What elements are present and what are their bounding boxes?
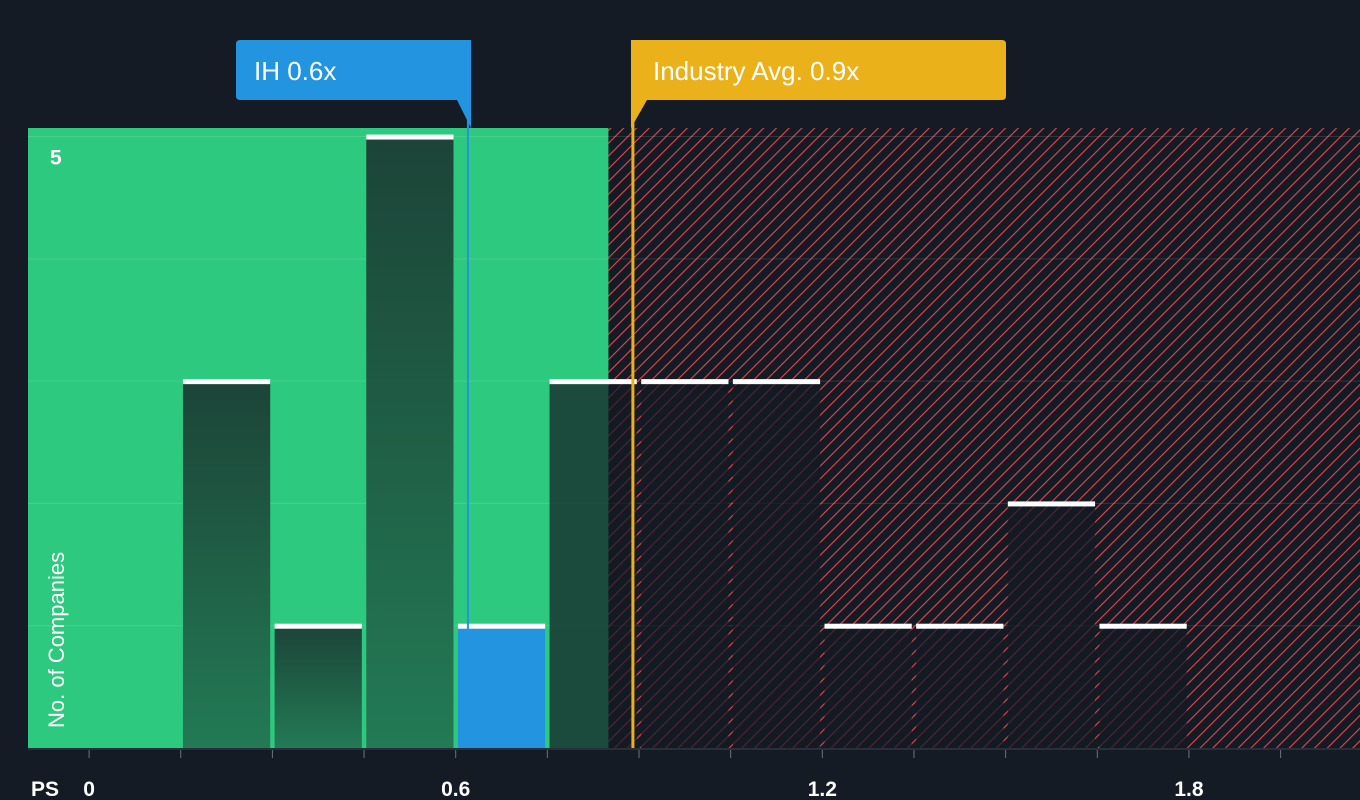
bar-cap (1007, 501, 1096, 507)
bar-cap (641, 379, 729, 385)
histogram-bar (824, 625, 912, 748)
histogram-bar (641, 381, 729, 748)
histogram-bar (366, 136, 454, 748)
y-axis: No. of Companies 5 (44, 147, 69, 728)
bar-cap (274, 623, 362, 629)
callouts: IH 0.6x Industry Avg. 0.9x (236, 40, 1006, 128)
y-tick-label: 5 (50, 147, 62, 170)
company-callout-box (236, 40, 471, 128)
reference-markers (466, 100, 635, 748)
industry-avg-callout-box (631, 40, 1006, 128)
histogram-bar (457, 625, 546, 748)
histogram-bar (732, 381, 821, 748)
histogram-bar (549, 381, 637, 748)
bar-cap (1099, 623, 1187, 629)
company-callout-label: IH 0.6x (254, 56, 336, 86)
histogram-bar (1099, 625, 1187, 748)
histogram-bar (274, 625, 362, 748)
histogram-bar (916, 625, 1004, 748)
bar-cap (182, 379, 271, 385)
histogram-bar (182, 381, 271, 748)
bar-cap (824, 623, 912, 629)
bar-cap (366, 134, 454, 140)
histogram-bar (1007, 503, 1096, 748)
x-axis-label: PS (31, 778, 59, 800)
bar-cap (549, 379, 637, 385)
bar-cap (916, 623, 1004, 629)
x-tick-label: 0 (83, 778, 95, 800)
x-tick-label: 0.6 (441, 778, 470, 800)
x-tick-label: 1.2 (808, 778, 837, 800)
bar-cap (732, 379, 821, 385)
x-axis: 0 0.6 1.2 1.8 PS (28, 748, 1360, 800)
histogram-bars (182, 134, 1187, 748)
y-axis-label: No. of Companies (44, 552, 69, 728)
bar-cap (457, 623, 546, 629)
x-tick-label: 1.8 (1174, 778, 1204, 800)
industry-avg-callout-label: Industry Avg. 0.9x (653, 56, 859, 86)
